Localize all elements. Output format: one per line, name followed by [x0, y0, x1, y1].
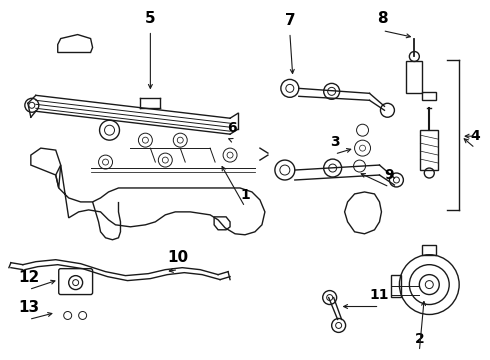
Text: 9: 9	[385, 168, 394, 182]
Text: 8: 8	[377, 11, 388, 26]
Text: 1: 1	[240, 188, 250, 202]
Bar	[406, 62, 422, 93]
Bar	[392, 275, 401, 297]
Text: 5: 5	[145, 11, 156, 26]
Bar	[422, 245, 436, 255]
Text: 13: 13	[18, 300, 39, 315]
Text: 3: 3	[330, 135, 340, 149]
Text: 11: 11	[370, 288, 389, 302]
Text: 7: 7	[285, 13, 295, 28]
Text: 2: 2	[415, 332, 424, 346]
Text: 4: 4	[470, 129, 480, 143]
Text: 6: 6	[227, 121, 237, 135]
Text: 10: 10	[168, 250, 189, 265]
Text: 12: 12	[18, 270, 40, 285]
Bar	[420, 130, 438, 170]
Bar	[422, 92, 436, 100]
